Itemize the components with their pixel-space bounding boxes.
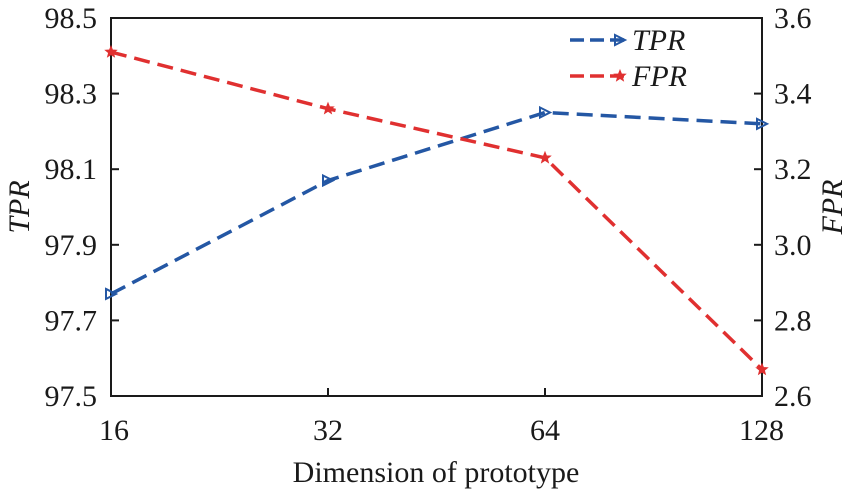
legend-item-fpr: FPR — [570, 60, 687, 93]
right-tick-label: 2.8 — [774, 304, 812, 337]
right-axis-title: FPR — [816, 180, 849, 236]
right-axis: 2.6 2.8 3.0 3.2 3.4 3.6 — [754, 2, 812, 413]
series-fpr — [104, 44, 769, 376]
left-tick-label: 98.5 — [45, 2, 98, 35]
series-layer — [104, 44, 770, 376]
right-tick-label: 3.2 — [774, 153, 812, 186]
right-tick-label: 3.0 — [774, 229, 812, 262]
x-axis: 16 32 64 128 — [99, 388, 784, 447]
legend-label-tpr: TPR — [632, 24, 685, 57]
legend-marker-tpr — [614, 33, 628, 47]
tpr-line — [110, 110, 763, 296]
left-tick-label: 98.1 — [45, 153, 98, 186]
tpr-point — [105, 287, 119, 301]
left-axis: 97.5 97.7 97.9 98.1 98.3 98.5 — [45, 2, 119, 413]
left-tick-label: 98.3 — [45, 78, 98, 111]
x-tick-label: 64 — [530, 414, 560, 447]
legend-label-fpr: FPR — [631, 60, 687, 93]
left-tick-label: 97.5 — [45, 380, 98, 413]
tpr-point — [539, 105, 553, 120]
fpr-point — [755, 362, 769, 376]
x-tick-label: 128 — [739, 414, 784, 447]
plot-frame — [110, 17, 763, 397]
x-tick-label: 32 — [313, 414, 343, 447]
fpr-line — [110, 50, 764, 371]
left-tick-label: 97.9 — [45, 229, 98, 262]
fpr-point — [321, 101, 335, 115]
left-tick-label: 97.7 — [45, 304, 98, 337]
tpr-point — [756, 117, 770, 131]
x-axis-title: Dimension of prototype — [293, 456, 580, 489]
right-tick-label: 3.6 — [774, 2, 812, 35]
fpr-point — [104, 44, 118, 58]
fpr-point — [538, 150, 552, 164]
series-tpr — [105, 105, 770, 301]
right-tick-label: 2.6 — [774, 380, 812, 413]
right-tick-label: 3.4 — [774, 78, 812, 111]
tpr-point — [322, 173, 336, 188]
x-tick-label: 16 — [99, 414, 129, 447]
legend-marker-fpr — [613, 68, 627, 82]
legend-item-tpr: TPR — [570, 24, 685, 57]
left-axis-title: TPR — [3, 180, 36, 233]
